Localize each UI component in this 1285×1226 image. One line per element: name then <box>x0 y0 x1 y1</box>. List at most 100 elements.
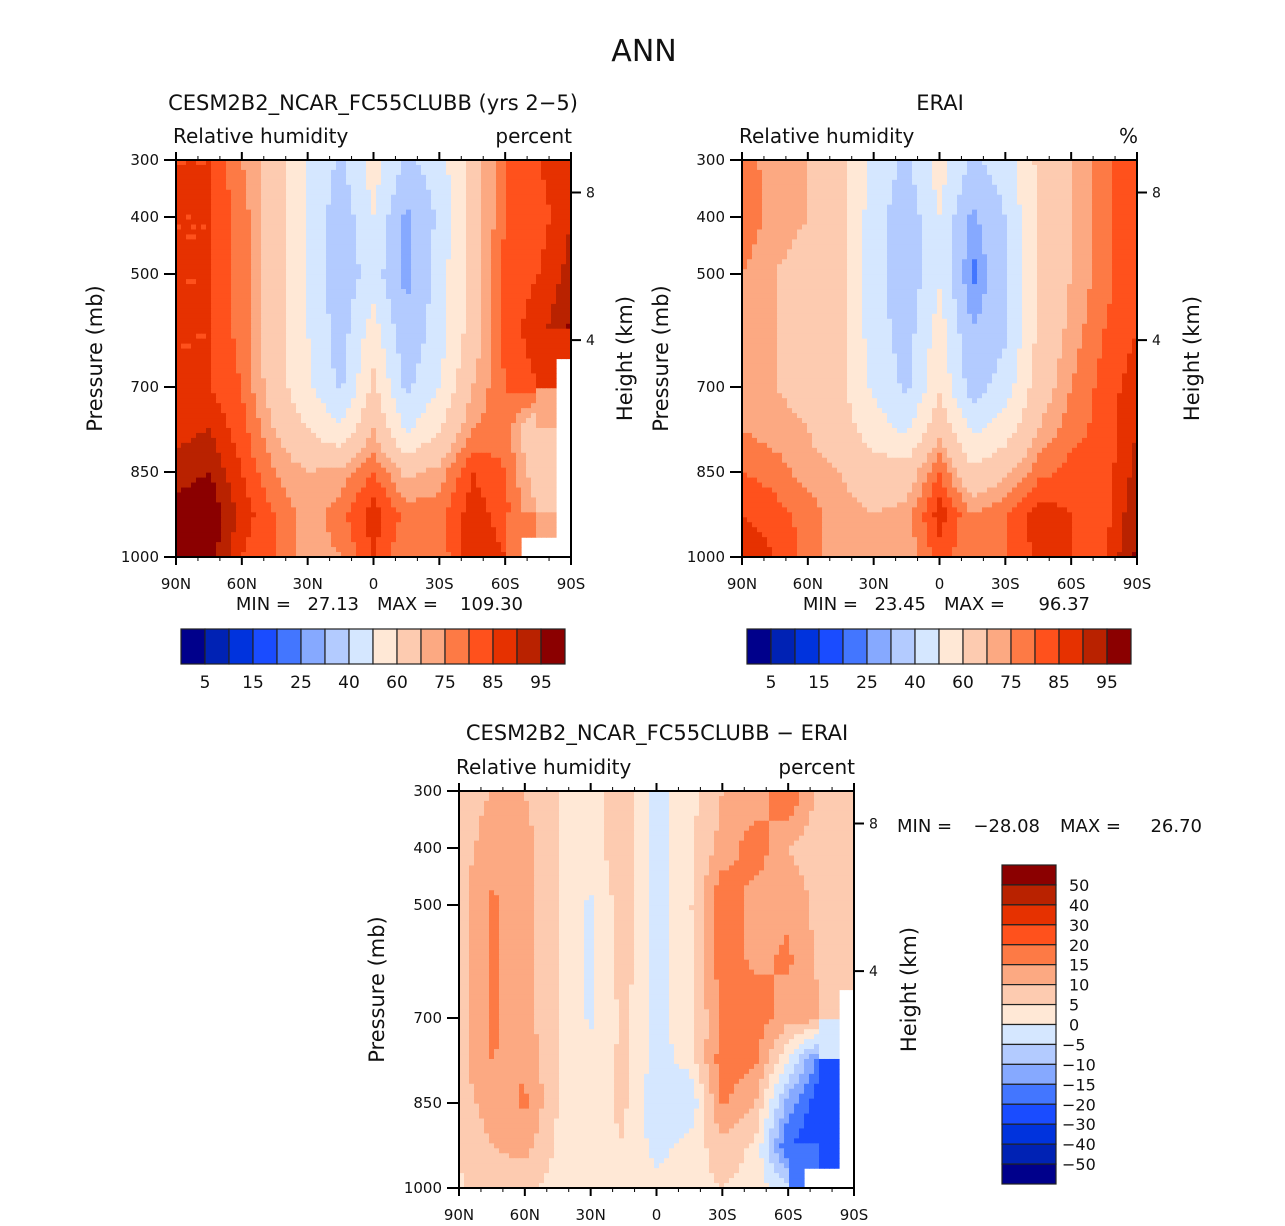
contour-cell <box>536 293 542 300</box>
contour-cell <box>461 462 467 469</box>
contour-cell <box>276 427 282 434</box>
contour-cell <box>516 269 522 275</box>
contour-cell <box>401 452 407 459</box>
contour-cell <box>451 209 457 216</box>
contour-cell <box>176 209 182 216</box>
contour-cell <box>326 269 332 275</box>
contour-cell <box>241 308 247 315</box>
contour-cell <box>356 199 362 206</box>
contour-cell <box>531 442 537 449</box>
contour-cell <box>561 348 567 355</box>
contour-cell <box>231 274 237 280</box>
contour-cell <box>401 259 407 265</box>
contour-cell <box>546 383 552 389</box>
contour-cell <box>236 398 242 404</box>
contour-cell <box>496 313 502 320</box>
contour-cell <box>501 358 507 365</box>
contour-cell <box>221 164 227 171</box>
contour-cell <box>466 259 472 265</box>
contour-cell <box>271 204 277 211</box>
contour-cell <box>191 338 197 345</box>
contour-cell <box>486 343 492 350</box>
contour-cell <box>436 398 442 404</box>
contour-cell <box>201 477 207 484</box>
contour-cell <box>461 219 467 226</box>
contour-cell <box>466 219 472 226</box>
contour-cell <box>426 274 432 280</box>
contour-cell <box>221 308 227 315</box>
contour-cell <box>196 338 202 345</box>
contour-cell <box>526 408 532 414</box>
contour-cell <box>341 442 347 449</box>
contour-cell <box>366 219 372 226</box>
contour-cell <box>431 219 437 226</box>
contour-cell <box>471 447 477 454</box>
contour-cell <box>256 388 262 394</box>
contour-cell <box>326 298 332 305</box>
contour-cell <box>356 323 362 330</box>
contour-cell <box>386 254 392 260</box>
contour-cell <box>331 254 337 260</box>
contour-cell <box>186 398 192 404</box>
contour-cell <box>531 224 537 231</box>
contour-cell <box>526 303 532 310</box>
contour-cell <box>206 224 212 231</box>
contour-cell <box>541 353 547 360</box>
contour-cell <box>441 274 447 280</box>
contour-cell <box>426 164 432 171</box>
contour-cell <box>186 477 192 484</box>
contour-cell <box>446 388 452 394</box>
contour-cell <box>341 164 347 171</box>
contour-cell <box>556 204 562 211</box>
contour-cell <box>236 224 242 231</box>
contour-cell <box>196 447 202 454</box>
contour-cell <box>301 432 307 439</box>
contour-cell <box>566 323 572 330</box>
contour-cell <box>396 179 402 186</box>
contour-cell <box>421 452 427 459</box>
contour-cell <box>486 229 492 236</box>
contour-cell <box>556 254 562 260</box>
contour-cell <box>311 328 317 335</box>
contour-cell <box>361 254 367 260</box>
contour-cell <box>241 274 247 280</box>
contour-cell <box>216 184 222 191</box>
contour-cell <box>456 194 462 201</box>
contour-cell <box>481 313 487 320</box>
contour-cell <box>466 184 472 191</box>
contour-cell <box>211 298 217 305</box>
contour-cell <box>431 229 437 236</box>
contour-cell <box>326 209 332 216</box>
contour-cell <box>371 363 377 370</box>
contour-cell <box>226 293 232 300</box>
contour-cell <box>286 423 292 429</box>
contour-cell <box>236 169 242 176</box>
contour-cell <box>376 164 382 171</box>
contour-cell <box>441 308 447 315</box>
contour-cell <box>406 408 412 414</box>
contour-cell <box>221 179 227 186</box>
contour-cell <box>391 452 397 459</box>
contour-cell <box>276 328 282 335</box>
contour-cell <box>206 160 212 166</box>
contour-cell <box>311 383 317 389</box>
contour-cell <box>506 199 512 206</box>
contour-cell <box>441 239 447 245</box>
contour-cell <box>406 353 412 360</box>
contour-cell <box>371 259 377 265</box>
contour-cell <box>281 259 287 265</box>
contour-cell <box>411 457 417 464</box>
contour-cell <box>311 184 317 191</box>
contour-cell <box>456 179 462 186</box>
contour-cell <box>531 254 537 260</box>
contour-cell <box>471 169 477 176</box>
contour-cell <box>351 442 357 449</box>
contour-cell <box>356 303 362 310</box>
contour-cell <box>221 452 227 459</box>
contour-cell <box>351 472 357 479</box>
contour-cell <box>196 199 202 206</box>
contour-cell <box>311 209 317 216</box>
contour-cell <box>371 308 377 315</box>
contour-cell <box>511 447 517 454</box>
contour-cell <box>411 472 417 479</box>
